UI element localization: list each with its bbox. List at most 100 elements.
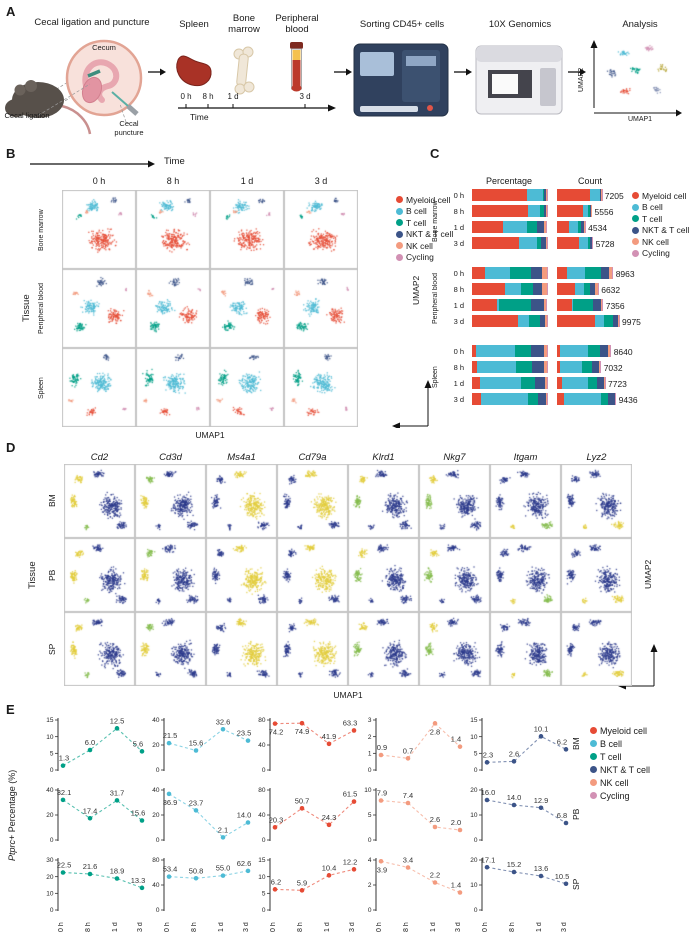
feature-umap-canvas xyxy=(490,612,561,686)
data-point xyxy=(193,748,199,753)
bar-segment xyxy=(590,189,600,201)
x-tick-label: 0 h xyxy=(58,922,65,932)
bar-segment xyxy=(557,345,561,357)
value-label: 2.3 xyxy=(483,750,493,759)
arrow-head xyxy=(392,422,400,428)
value-label: 50.7 xyxy=(295,796,310,805)
bar-segment xyxy=(599,189,601,201)
value-label: 16.0 xyxy=(481,788,496,797)
nk-cell-legend-swatch xyxy=(590,779,597,786)
feature-umap-canvas xyxy=(277,612,348,686)
line-plot: 0 5 10 7.9 7.4 2.6 2.0 xyxy=(364,787,463,844)
bar-segment xyxy=(560,345,588,357)
feature-umap-canvas xyxy=(64,538,135,612)
y-tick-label: 0 xyxy=(50,837,54,844)
bar-segment xyxy=(472,267,486,279)
bar-segment xyxy=(598,361,601,373)
gene-column-header: Cd79a xyxy=(298,452,327,463)
data-point xyxy=(272,887,278,892)
y-tick-label: 10 xyxy=(46,891,54,898)
ligation-band xyxy=(87,69,101,78)
trend-dashed-line xyxy=(486,866,567,885)
bar-segment xyxy=(536,221,545,233)
bar-segment xyxy=(472,393,482,405)
count-stacked-bar xyxy=(557,315,619,327)
count-value: 7032 xyxy=(603,363,623,373)
count-column-header: Count xyxy=(577,176,603,186)
bar-segment xyxy=(509,267,531,279)
bar-segment xyxy=(505,283,522,295)
data-point xyxy=(245,820,251,825)
cell-sorter-machine xyxy=(353,43,449,117)
y-tick-label: 3 xyxy=(368,717,372,724)
bar-segment xyxy=(599,345,609,357)
bar-segment xyxy=(527,393,538,405)
bar-segment xyxy=(496,299,499,311)
arrow-head xyxy=(148,160,155,168)
gene-column-header: Cd3d xyxy=(159,452,182,463)
count-value: 5556 xyxy=(594,207,614,217)
bar-segment xyxy=(557,299,572,311)
bar-segment xyxy=(543,299,547,311)
y-tick-label: 20 xyxy=(152,742,160,749)
bar-segment xyxy=(571,299,574,311)
data-point xyxy=(563,820,569,826)
line-plot: 0 5 10 15 2.3 2.6 10.1 6.2 xyxy=(470,717,569,774)
legend-label: NK cell xyxy=(642,236,669,247)
analysis-umap2-label: UMAP2 xyxy=(578,67,585,93)
timepoint-column-header: 1 d xyxy=(240,176,254,186)
inset-connector-line xyxy=(51,81,69,93)
bar-segment xyxy=(498,299,531,311)
count-stacked-bar xyxy=(557,267,613,279)
legend-item: NKT & T cell xyxy=(396,229,453,241)
bar-segment xyxy=(476,361,516,373)
legend-item: Myeloid cell xyxy=(590,724,647,737)
trend-dashed-line xyxy=(486,799,567,824)
timepoint-label: 0 h xyxy=(453,347,464,356)
tenx-header: 10X Genomics xyxy=(488,19,552,30)
data-point xyxy=(299,806,305,811)
data-point xyxy=(405,756,411,761)
value-label: 10.1 xyxy=(534,724,549,733)
count-stacked-bar xyxy=(557,205,592,217)
y-tick-label: 20 xyxy=(46,812,54,819)
percentage-stacked-bar xyxy=(472,205,547,217)
tissue-row-label: BM xyxy=(47,494,57,508)
mouse-ear xyxy=(14,84,26,96)
trend-dashed-line xyxy=(380,722,461,759)
analysis-xaxis-arrow xyxy=(594,109,682,117)
y-tick-label: 10 xyxy=(46,734,54,741)
cecal-ligation-label: Cecal ligation xyxy=(4,111,50,120)
bar-segment xyxy=(541,283,547,295)
e-ylabel: Ptprc+ Percentage (%) xyxy=(7,720,22,910)
data-point xyxy=(457,827,463,833)
y-tick-label: 0 xyxy=(474,767,478,774)
arrow-head xyxy=(160,68,166,76)
bar-segment xyxy=(617,315,619,327)
bar-segment xyxy=(544,205,547,217)
umap-axis-indicator xyxy=(392,380,432,428)
data-point xyxy=(193,875,199,881)
line-plot: 0 5 10 15 6.2 5.9 10.4 12.2 xyxy=(258,857,357,914)
bar-segment xyxy=(472,377,480,389)
bar-segment xyxy=(587,345,600,357)
umap-scatter-canvas xyxy=(62,269,136,348)
bar-segment xyxy=(559,361,583,373)
percentage-stacked-bar xyxy=(472,315,547,327)
cycling-legend-swatch xyxy=(590,792,597,799)
percentage-stacked-bar xyxy=(472,237,547,249)
data-point xyxy=(563,881,569,887)
myeloid-cell-legend-swatch xyxy=(632,192,639,200)
bar-segment xyxy=(590,283,596,295)
feature-umap-canvas xyxy=(561,612,632,686)
value-label: 2.6 xyxy=(430,815,440,824)
bar-segment xyxy=(584,221,585,233)
data-point xyxy=(432,721,438,726)
bar-segment xyxy=(520,377,535,389)
nk-cell-legend-swatch xyxy=(632,238,639,246)
legend-item: B cell xyxy=(396,206,427,218)
bar-segment xyxy=(557,221,569,233)
t-cell-legend-swatch xyxy=(396,219,403,227)
data-point xyxy=(405,865,411,870)
bar-segment xyxy=(528,315,541,327)
